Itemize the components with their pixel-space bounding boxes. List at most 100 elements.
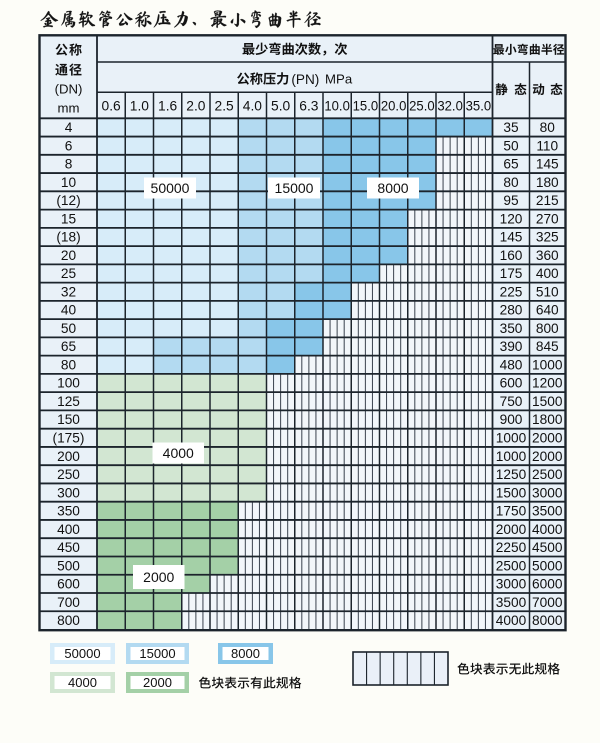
svg-text:50000: 50000 [151,180,190,196]
svg-text:MPa: MPa [325,72,353,87]
svg-text:1.6: 1.6 [158,99,178,114]
svg-text:6000: 6000 [532,577,563,592]
svg-text:32.0: 32.0 [437,99,463,114]
svg-text:4.0: 4.0 [243,99,263,114]
svg-text:5.0: 5.0 [271,99,291,114]
svg-text:215: 215 [536,193,559,208]
svg-text:1000: 1000 [496,431,527,446]
svg-text:3000: 3000 [532,485,563,500]
svg-text:125: 125 [57,394,80,409]
svg-text:280: 280 [500,303,523,318]
svg-text:360: 360 [536,248,559,263]
svg-text:1200: 1200 [532,376,563,391]
svg-text:2000: 2000 [532,449,563,464]
svg-text:35: 35 [503,120,519,135]
svg-text:1000: 1000 [532,357,563,372]
svg-text:325: 325 [536,230,559,245]
svg-text:2250: 2250 [496,540,527,555]
svg-text:390: 390 [500,339,523,354]
svg-text:600: 600 [500,376,523,391]
svg-text:25: 25 [61,266,77,281]
svg-text:400: 400 [57,522,80,537]
svg-text:120: 120 [500,211,523,226]
svg-text:15.0: 15.0 [353,99,379,114]
svg-text:35.0: 35.0 [466,99,492,114]
svg-text:145: 145 [536,157,559,172]
svg-text:200: 200 [57,449,80,464]
svg-text:145: 145 [500,230,523,245]
svg-text:510: 510 [536,284,559,299]
svg-text:25.0: 25.0 [409,99,435,114]
svg-text:20: 20 [61,248,77,263]
svg-text:400: 400 [536,266,559,281]
svg-text:8000: 8000 [532,613,563,628]
svg-text:480: 480 [500,357,523,372]
svg-text:80: 80 [503,175,519,190]
svg-text:50: 50 [503,138,519,153]
svg-text:450: 450 [57,540,80,555]
svg-text:600: 600 [57,577,80,592]
svg-text:(DN): (DN) [55,82,83,97]
svg-text:1750: 1750 [496,504,527,519]
svg-text:32: 32 [61,284,76,299]
svg-text:6.3: 6.3 [299,99,319,114]
svg-text:2000: 2000 [143,675,172,690]
svg-text:(12): (12) [56,193,80,208]
svg-text:2500: 2500 [532,467,563,482]
svg-text:(175): (175) [53,431,85,446]
svg-text:100: 100 [57,376,80,391]
svg-text:8000: 8000 [377,180,408,196]
svg-text:1.0: 1.0 [130,99,150,114]
svg-text:1500: 1500 [496,485,527,500]
svg-text:8000: 8000 [231,646,260,661]
svg-text:350: 350 [57,504,80,519]
svg-text:160: 160 [500,248,523,263]
svg-text:3000: 3000 [496,577,527,592]
svg-text:4500: 4500 [532,540,563,555]
svg-text:150: 150 [57,412,80,427]
svg-text:4: 4 [65,120,73,135]
svg-text:15: 15 [61,211,77,226]
svg-text:50: 50 [61,321,77,336]
svg-text:7000: 7000 [532,595,563,610]
svg-text:65: 65 [61,339,77,354]
svg-text:10: 10 [61,175,77,190]
svg-text:10.0: 10.0 [324,99,350,114]
svg-text:700: 700 [57,595,80,610]
svg-text:4000: 4000 [163,445,194,461]
svg-text:1800: 1800 [532,412,563,427]
svg-text:2000: 2000 [496,522,527,537]
svg-text:5000: 5000 [532,558,563,573]
svg-text:500: 500 [57,558,80,573]
svg-text:(18): (18) [56,230,80,245]
svg-text:2000: 2000 [532,431,563,446]
svg-text:2.5: 2.5 [215,99,235,114]
svg-text:640: 640 [536,303,559,318]
svg-text:40: 40 [61,303,77,318]
svg-text:3500: 3500 [496,595,527,610]
svg-text:8: 8 [65,157,73,172]
svg-text:180: 180 [536,175,559,190]
svg-text:2500: 2500 [496,558,527,573]
svg-text:0.6: 0.6 [102,99,122,114]
svg-text:175: 175 [500,266,523,281]
svg-text:20.0: 20.0 [381,99,407,114]
svg-text:95: 95 [503,193,519,208]
svg-text:750: 750 [500,394,523,409]
svg-text:350: 350 [500,321,523,336]
svg-text:15000: 15000 [139,646,175,661]
svg-text:2000: 2000 [143,569,174,585]
svg-text:80: 80 [540,120,556,135]
svg-text:845: 845 [536,339,559,354]
svg-text:mm: mm [58,101,80,116]
svg-text:4000: 4000 [496,613,527,628]
svg-text:3500: 3500 [532,504,563,519]
svg-text:1500: 1500 [532,394,563,409]
svg-text:1000: 1000 [496,449,527,464]
svg-text:2.0: 2.0 [186,99,206,114]
svg-text:80: 80 [61,357,77,372]
svg-text:15000: 15000 [275,180,314,196]
svg-text:300: 300 [57,485,80,500]
svg-text:800: 800 [536,321,559,336]
svg-text:800: 800 [57,613,80,628]
